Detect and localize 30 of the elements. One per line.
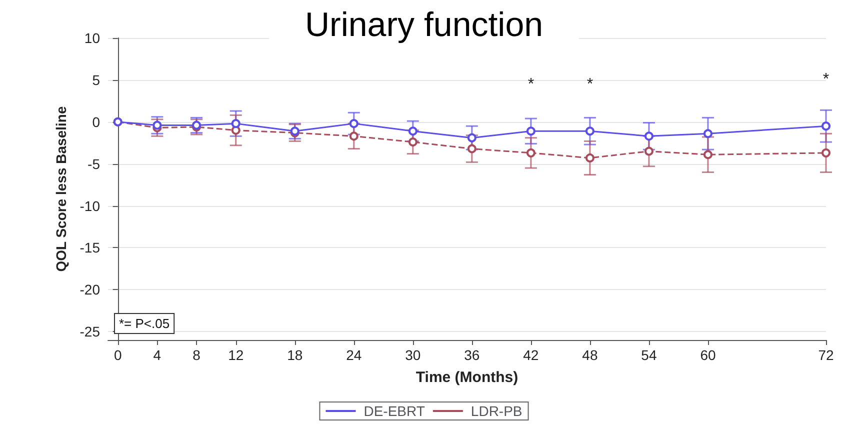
y-tick-label: -25: [80, 324, 100, 340]
x-tick-label: 24: [346, 347, 362, 363]
x-tick-label: 54: [641, 347, 657, 363]
y-axis-title: QOL Score less Baseline: [53, 106, 69, 272]
x-tick-label: 12: [228, 347, 244, 363]
y-tick-label: -10: [80, 198, 100, 214]
x-tick-label: 0: [114, 347, 122, 363]
x-tick-label: 60: [700, 347, 716, 363]
y-tick-label: 0: [92, 114, 100, 130]
y-tick-label: -5: [88, 156, 100, 172]
x-tick-label: 8: [192, 347, 201, 363]
x-tick-label: 30: [405, 347, 421, 363]
chart-title: Urinary function: [304, 6, 544, 44]
legend-label: LDR-PB: [470, 403, 522, 419]
annotation: *= P<.05: [119, 316, 170, 331]
x-axis-title: Time (Months): [416, 369, 518, 386]
x-tick-label: 36: [464, 347, 480, 363]
x-tick-label: 18: [287, 347, 303, 363]
y-tick-label: -15: [80, 240, 100, 256]
legend-label: DE-EBRT: [364, 403, 426, 419]
x-tick-label: 4: [153, 347, 162, 363]
data-label: *: [528, 76, 534, 94]
x-tick-label: 72: [818, 347, 834, 363]
data-label: *: [586, 76, 594, 94]
y-tick-label: -20: [80, 282, 100, 298]
data-label: *: [822, 71, 830, 88]
y-tick-label: 5: [92, 72, 100, 88]
x-tick-label: 42: [523, 347, 539, 363]
y-tick-label: 10: [84, 30, 100, 46]
x-tick-label: 48: [582, 347, 598, 363]
